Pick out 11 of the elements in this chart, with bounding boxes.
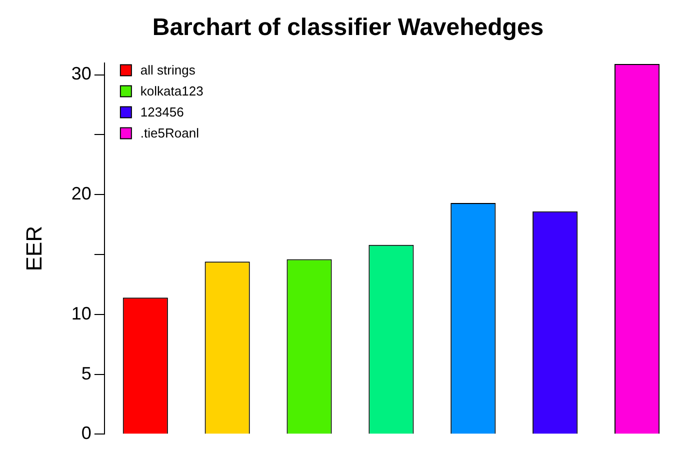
y-tick-label: 0 xyxy=(81,423,92,444)
legend-label: 123456 xyxy=(140,104,184,120)
y-axis-title: EER xyxy=(21,226,46,272)
y-tick-label: 5 xyxy=(81,363,92,384)
chart-title: Barchart of classifier Wavehedges xyxy=(152,14,544,42)
y-tick-label: 20 xyxy=(71,184,92,204)
y-tick-label: 30 xyxy=(71,64,92,84)
legend-label: all strings xyxy=(140,62,196,78)
legend-label: .tie5Roanl xyxy=(140,125,200,140)
legend-label: kolkata123 xyxy=(140,83,204,98)
y-tick-label: 10 xyxy=(71,303,92,324)
